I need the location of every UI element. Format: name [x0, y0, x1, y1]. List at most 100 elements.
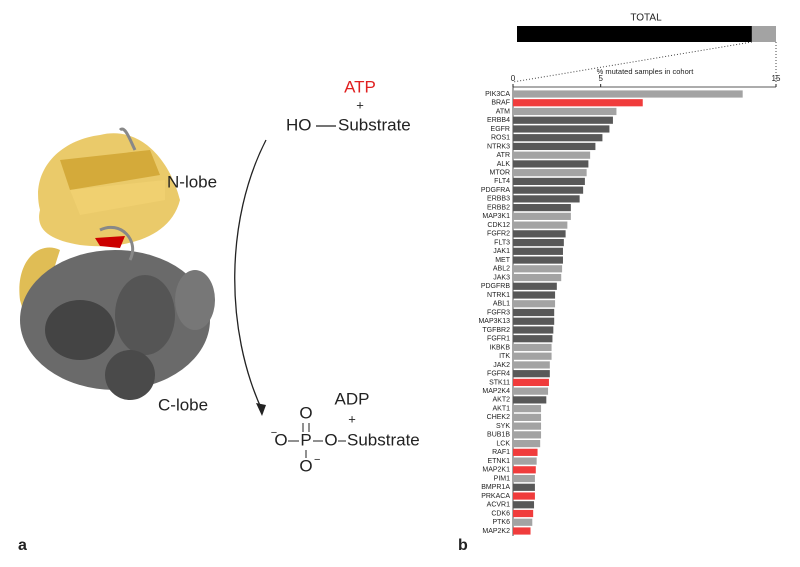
category-label: ATR	[497, 152, 510, 159]
bar	[513, 195, 580, 203]
category-label: BUB1B	[487, 432, 510, 439]
bar	[513, 265, 563, 273]
arrow-head	[256, 403, 266, 416]
bar	[513, 387, 549, 395]
bar	[513, 256, 563, 264]
charge: −	[271, 427, 277, 439]
category-label: ROS1	[491, 135, 510, 142]
bar	[513, 492, 535, 500]
atom: O	[274, 430, 287, 449]
category-label: MTOR	[490, 170, 510, 177]
bar	[513, 317, 555, 325]
bar	[513, 422, 542, 430]
category-label: ABL2	[493, 266, 510, 273]
bar	[513, 343, 552, 352]
bar	[513, 300, 556, 308]
category-label: FLT3	[494, 239, 510, 246]
category-label: FLT4	[494, 178, 510, 185]
atom: O	[299, 456, 312, 475]
category-label: MAP3K1	[482, 213, 510, 220]
bar	[513, 501, 535, 509]
category-label: IKBKB	[489, 344, 510, 351]
category-label: ITK	[499, 353, 510, 360]
bar	[513, 212, 571, 220]
category-label: ABL1	[493, 301, 510, 308]
bar	[513, 370, 550, 378]
bar	[513, 413, 542, 421]
bar	[513, 352, 552, 360]
category-label: ALK	[497, 161, 511, 168]
category-label: MAP3K13	[478, 318, 510, 325]
x-tick-label: 15	[772, 74, 781, 83]
panel-label: a	[18, 537, 27, 554]
total-segment	[751, 26, 776, 42]
bar	[513, 142, 596, 151]
category-label: NTRK1	[487, 292, 510, 299]
category-label: CDK12	[487, 222, 510, 229]
bar	[513, 440, 541, 448]
category-label: PIM1	[494, 475, 510, 482]
category-label: TGFBR2	[482, 327, 510, 334]
category-label: MAP2K2	[482, 528, 510, 535]
category-label: JAK1	[493, 248, 510, 255]
bar	[513, 230, 566, 238]
bar	[513, 282, 557, 290]
bar	[513, 308, 555, 317]
x-axis-title: % mutated samples in cohort	[597, 67, 695, 76]
category-label: CDK6	[491, 510, 510, 517]
bar	[513, 99, 643, 107]
category-label: AKT2	[492, 397, 510, 404]
category-label: PIK3CA	[485, 91, 510, 98]
bar	[513, 457, 537, 465]
bar	[513, 291, 556, 299]
category-label: ERBB2	[487, 204, 510, 211]
protein-structure	[19, 127, 215, 400]
substrate: Substrate	[338, 115, 411, 134]
bar	[513, 116, 613, 124]
category-label: PDGFRA	[481, 187, 511, 194]
category-label: CHEK2	[487, 414, 510, 421]
bar	[513, 160, 589, 168]
bar	[513, 169, 587, 177]
total-segment	[517, 26, 752, 42]
bar	[513, 125, 610, 133]
bar	[513, 518, 533, 526]
category-label: JAK3	[493, 274, 510, 281]
category-label: ERBB4	[487, 117, 510, 124]
bar	[513, 448, 538, 456]
bar	[513, 466, 536, 474]
bar	[513, 107, 617, 116]
category-label: FGFR1	[487, 336, 510, 343]
bar	[513, 204, 571, 212]
category-label: EGFR	[491, 126, 510, 133]
category-label: ERBB3	[487, 196, 510, 203]
bar	[513, 238, 564, 247]
zoom-guide	[512, 41, 752, 83]
atom: O	[299, 403, 312, 422]
category-label: ATM	[496, 108, 510, 115]
bar	[513, 396, 547, 404]
substrate: Substrate	[347, 430, 420, 449]
category-label: FGFR3	[487, 309, 510, 316]
category-label: MET	[495, 257, 511, 264]
bar	[513, 509, 534, 518]
reaction-arrow	[234, 139, 267, 411]
atom: O	[324, 430, 337, 449]
category-label: RAF1	[492, 449, 510, 456]
bar	[513, 527, 531, 535]
hydroxyl: HO	[286, 115, 312, 134]
n-lobe-label: N-lobe	[167, 172, 217, 191]
bar	[513, 134, 603, 142]
category-label: PDGFRB	[481, 283, 511, 290]
bar	[513, 405, 542, 413]
adp-label: ADP	[335, 389, 370, 408]
category-label: MAP2K4	[482, 388, 510, 395]
total-title: TOTAL	[630, 13, 662, 24]
bar	[513, 247, 563, 255]
category-label: ETNK1	[487, 458, 510, 465]
category-label: ACVR1	[487, 502, 510, 509]
bar	[513, 431, 542, 439]
bar	[513, 177, 585, 185]
atom: P	[300, 430, 311, 449]
bar	[513, 361, 550, 369]
